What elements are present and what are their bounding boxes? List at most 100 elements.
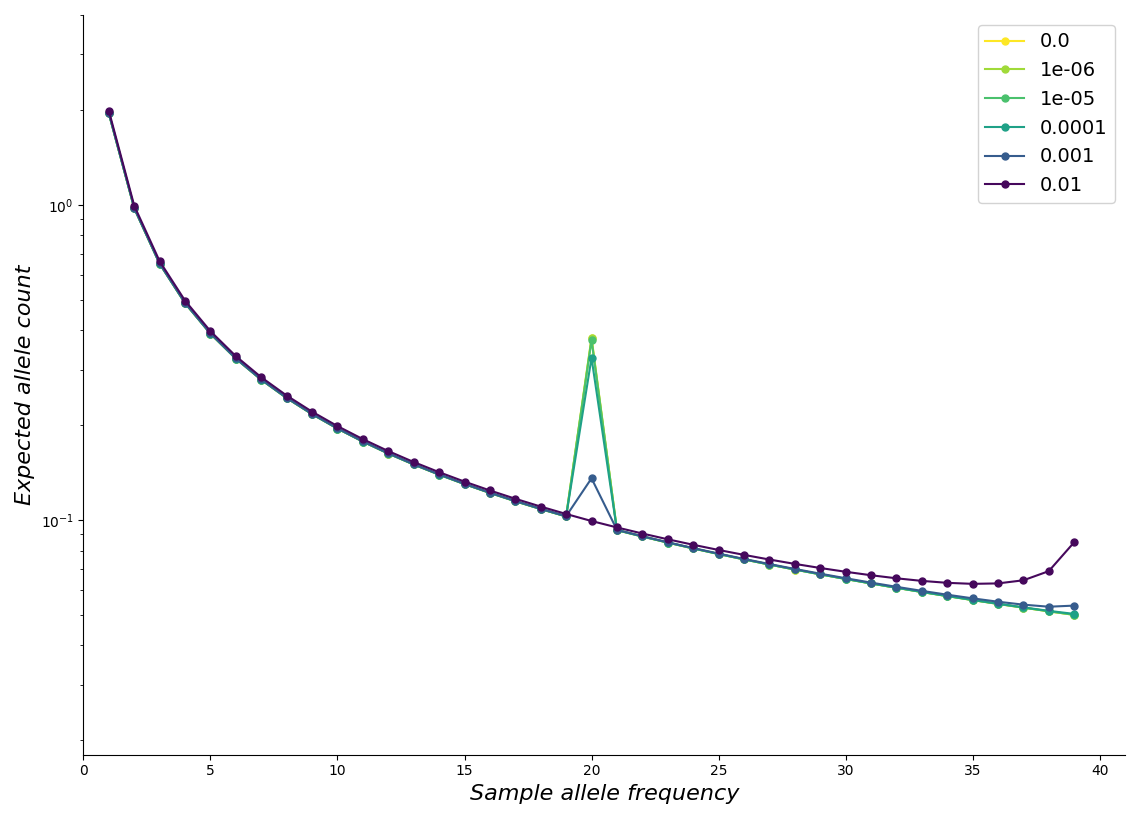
0.0001 [508, 496, 522, 506]
1e-05 [254, 375, 268, 385]
0.0 [178, 298, 192, 308]
0.0 [788, 564, 801, 574]
Line: 1e-06: 1e-06 [105, 110, 1077, 618]
0.0001 [279, 393, 293, 403]
0.01 [483, 486, 497, 495]
0.0 [204, 328, 218, 338]
0.0001 [1067, 609, 1081, 619]
0.001 [711, 549, 725, 559]
Line: 0.0: 0.0 [105, 110, 1077, 618]
1e-06 [686, 544, 700, 554]
1e-06 [1042, 606, 1056, 616]
1e-05 [788, 564, 801, 574]
1e-05 [178, 298, 192, 308]
1e-05 [585, 335, 599, 345]
0.01 [711, 545, 725, 554]
0.01 [635, 528, 649, 538]
0.01 [788, 559, 801, 569]
0.0001 [788, 564, 801, 574]
0.001 [204, 328, 218, 338]
1e-06 [331, 423, 344, 433]
1e-05 [1067, 610, 1081, 620]
0.0001 [839, 574, 853, 584]
1e-05 [560, 512, 573, 522]
1e-06 [407, 459, 421, 469]
0.0 [560, 512, 573, 522]
0.01 [940, 578, 954, 588]
0.0001 [763, 559, 776, 569]
1e-06 [915, 587, 929, 597]
0.001 [178, 298, 192, 308]
0.001 [738, 554, 751, 563]
0.01 [204, 326, 218, 336]
1e-05 [153, 259, 166, 269]
1e-05 [1042, 606, 1056, 616]
X-axis label: Sample allele frequency: Sample allele frequency [470, 784, 739, 804]
1e-05 [610, 525, 624, 535]
1e-05 [356, 437, 369, 446]
0.001 [763, 559, 776, 569]
Y-axis label: Expected allele count: Expected allele count [15, 265, 35, 505]
0.01 [889, 573, 903, 583]
1e-05 [661, 537, 675, 547]
1e-06 [534, 505, 547, 514]
1e-05 [763, 559, 776, 569]
0.001 [864, 577, 878, 587]
0.001 [788, 564, 801, 574]
0.001 [915, 586, 929, 595]
0.001 [457, 479, 471, 489]
1e-06 [1067, 610, 1081, 620]
0.001 [610, 525, 624, 535]
0.001 [560, 511, 573, 521]
0.001 [279, 393, 293, 403]
0.0 [940, 591, 954, 601]
0.001 [1017, 600, 1031, 609]
1e-06 [306, 410, 319, 419]
1e-06 [457, 479, 471, 489]
1e-06 [839, 574, 853, 584]
0.0001 [915, 587, 929, 597]
0.0 [153, 259, 166, 269]
0.0 [839, 574, 853, 584]
1e-06 [889, 583, 903, 593]
0.0 [610, 525, 624, 535]
0.0 [254, 375, 268, 385]
0.0001 [306, 410, 319, 419]
0.001 [306, 409, 319, 419]
0.0001 [153, 259, 166, 269]
0.0001 [1042, 606, 1056, 616]
0.001 [254, 374, 268, 384]
1e-06 [432, 470, 446, 480]
0.0 [686, 544, 700, 554]
0.0001 [407, 459, 421, 469]
0.0 [407, 459, 421, 469]
1e-05 [279, 393, 293, 403]
0.0001 [813, 569, 826, 579]
1e-05 [457, 479, 471, 489]
1e-05 [686, 544, 700, 554]
0.01 [407, 457, 421, 467]
0.001 [101, 108, 115, 118]
0.0001 [940, 591, 954, 601]
0.0001 [966, 595, 979, 604]
0.0001 [382, 449, 396, 459]
0.0 [915, 587, 929, 597]
0.01 [915, 576, 929, 586]
0.01 [534, 502, 547, 512]
0.001 [407, 459, 421, 469]
0.0001 [1017, 603, 1031, 613]
0.0 [889, 583, 903, 593]
0.0 [711, 549, 725, 559]
Line: 1e-05: 1e-05 [105, 110, 1077, 618]
0.01 [738, 550, 751, 559]
0.01 [382, 446, 396, 456]
0.0 [738, 554, 751, 564]
1e-06 [966, 595, 979, 605]
0.001 [153, 259, 166, 269]
0.001 [1067, 600, 1081, 610]
1e-06 [661, 537, 675, 547]
0.0001 [534, 504, 547, 514]
0.01 [585, 516, 599, 526]
0.001 [889, 581, 903, 591]
0.001 [813, 568, 826, 578]
